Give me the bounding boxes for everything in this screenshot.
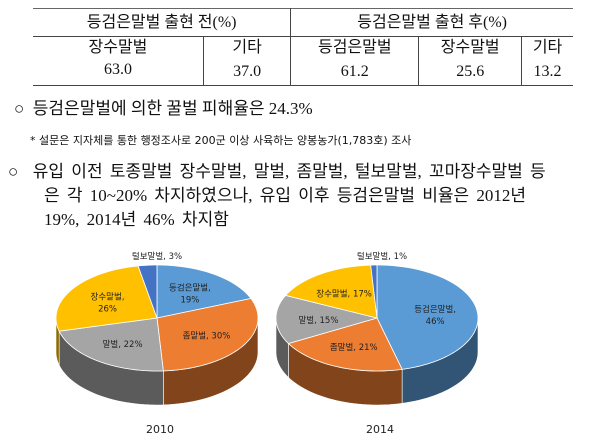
header-before: 등검은말벌 출현 전(%): [33, 8, 291, 37]
pie-label: 등검은말벌,: [169, 283, 211, 294]
pie-label: 털보말벌, 1%: [357, 251, 407, 262]
pie-label-value: 26%: [98, 305, 117, 315]
bullet-text: 등검은말벌에 의한 꿀벌 피해율은 24.3%: [32, 99, 313, 118]
cell-value: 25.6: [418, 59, 522, 86]
pie-label: 좀말벌, 30%: [183, 330, 231, 341]
pie-year-label: 2010: [146, 423, 174, 436]
cell-value: 61.2: [290, 59, 419, 86]
col-label: 장수말벌: [88, 39, 148, 56]
pie-slice-좀말벌: [156, 298, 259, 372]
pie-slice-좀말벌: [287, 317, 403, 372]
bullet-text-line: 유입 이전 토종말벌 장수말벌, 말벌, 좀말벌, 털보말벌, 꼬마장수말벌 등: [32, 162, 546, 181]
pie-slice-털보말벌: [370, 264, 378, 319]
pie-slice-털보말벌: [137, 264, 158, 319]
pie-label: 좀말벌, 21%: [330, 342, 378, 353]
header-after: 등검은말벌 출현 후(%): [290, 8, 573, 37]
pie-label: 장수말벌, 17%: [316, 289, 372, 300]
pie-label-value: 46%: [426, 317, 445, 327]
col-label: 기타: [202, 36, 291, 59]
bullet-text-line: 19%, 2014년 46% 차지함: [44, 210, 229, 229]
col-label: 등검은말벌: [290, 36, 419, 59]
pie-slice-말벌: [275, 294, 379, 344]
comparison-table: 등검은말벌 출현 전(%) 등검은말벌 출현 후(%) 장수말벌 기타 등검은말…: [33, 8, 573, 86]
pie-slice-등검은말벌: [156, 264, 252, 319]
bullet-text-line: 은 각 10~20% 차지하였으나, 유입 이후 등검은말벌 비율은 2012년: [44, 186, 527, 205]
bullet-marker: ○: [8, 162, 19, 181]
footnote: * 설문은 지자체를 통한 행정조사로 200군 이상 사육하는 양봉농가(1,…: [30, 134, 412, 147]
pie-slice-장수말벌: [284, 264, 378, 319]
col-label: 장수말벌: [418, 36, 522, 59]
pie-label: 말벌, 22%: [103, 339, 143, 350]
pie-slice-등검은말벌: [376, 264, 479, 370]
bullet-1: ○ 등검은말벌에 의한 꿀벌 피해율은 24.3%: [14, 94, 313, 119]
bullet-2: ○ 유입 이전 토종말벌 장수말벌, 말벌, 좀말벌, 털보말벌, 꼬마장수말벌…: [8, 160, 546, 232]
pie-year-label: 2014: [366, 423, 394, 436]
col-label: 기타: [521, 36, 573, 59]
cell-value: 37.0: [202, 59, 291, 86]
pie-slice-말벌: [58, 317, 164, 372]
pie-label: 등검은말벌,: [414, 304, 456, 315]
cell-value: 63.0: [103, 61, 132, 78]
pie-label: 장수말벌,: [91, 292, 125, 303]
pie-chart-2010: 등검은말벌, 19% 좀말벌, 30% 말벌, 22% 장수말벌, 26% 털보말벌, 3%…: [55, 251, 259, 436]
pie-label-value: 19%: [180, 296, 199, 306]
pie-label: 털보말벌, 3%: [132, 251, 182, 262]
bullet-marker: ○: [14, 99, 25, 118]
pie-chart-2014: 등검은말벌, 46% 좀말벌, 21% 말벌, 15% 장수말벌, 17% 털보말벌, 1…: [275, 251, 479, 436]
pie-slice-장수말벌: [55, 265, 158, 332]
cell-value: 13.2: [521, 59, 573, 86]
pie-label: 말벌, 15%: [298, 315, 338, 326]
